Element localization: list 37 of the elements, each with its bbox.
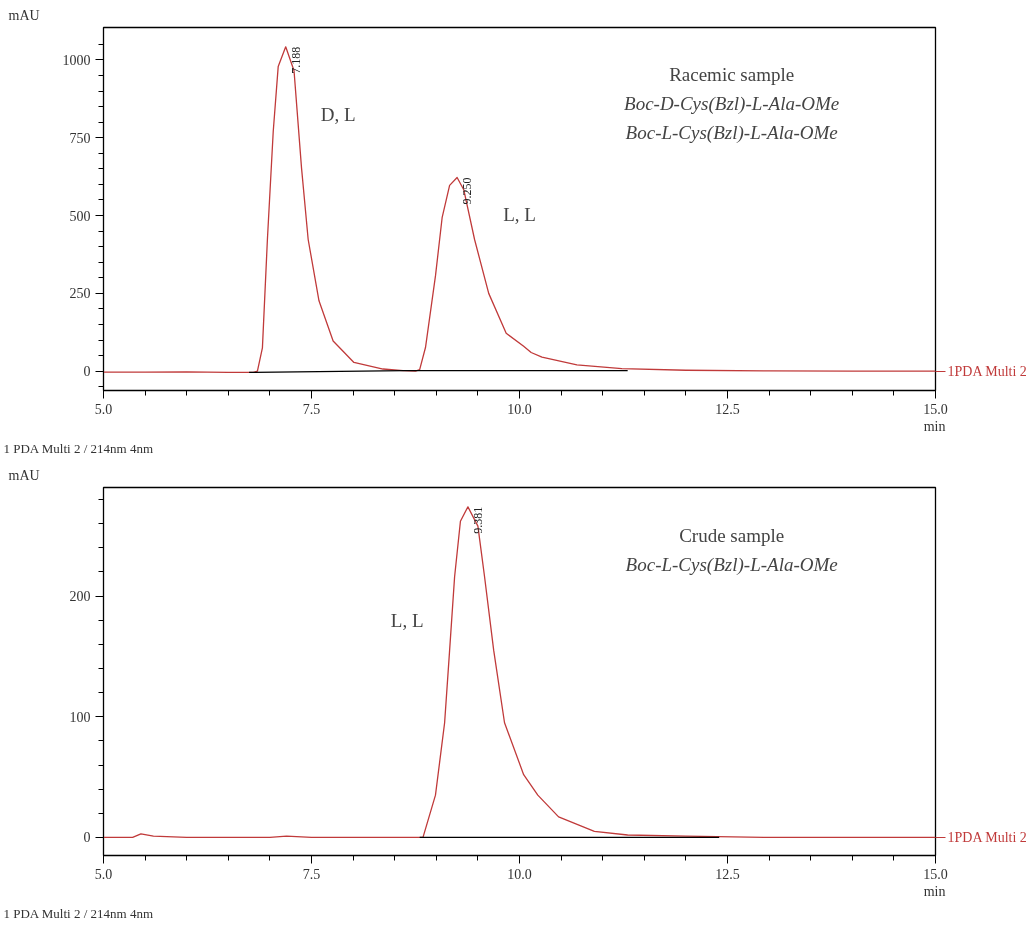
annotation: L, L <box>390 609 424 631</box>
y-axis-title: mAU <box>8 7 40 23</box>
annotation: D, L <box>320 104 356 126</box>
x-tick-label: 15.0 <box>923 866 948 882</box>
y-tick-label: 250 <box>69 286 91 302</box>
x-tick-label: 7.5 <box>302 401 321 417</box>
legend-label: 1PDA Multi 2 <box>947 363 1027 379</box>
annotation: Boc-D-Cys(Bzl)-L-Ala-OMe <box>624 93 840 116</box>
annotation: 9.381 <box>470 506 485 534</box>
y-tick-label: 500 <box>69 208 91 224</box>
text: 1 PDA Multi 2 / 214nm 4nm <box>3 905 154 921</box>
y-tick-label: 0 <box>83 364 91 380</box>
x-tick-label: 12.5 <box>715 401 740 417</box>
x-tick-label: 10.0 <box>507 401 532 417</box>
annotation: Boc-L-Cys(Bzl)-L-Ala-OMe <box>625 554 838 577</box>
y-axis-title: mAU <box>8 467 40 483</box>
x-tick-label: 7.5 <box>302 866 321 882</box>
x-tick-label: 15.0 <box>923 401 948 417</box>
y-tick-label: 750 <box>69 130 91 146</box>
annotation: L, L <box>503 204 536 226</box>
annotation: Boc-L-Cys(Bzl)-L-Ala-OMe <box>625 122 838 145</box>
annotation: Crude sample <box>679 524 785 546</box>
y-tick-label: 1000 <box>62 52 91 68</box>
x-axis-title: min <box>923 883 946 899</box>
annotation: Racemic sample <box>669 64 795 86</box>
annotation: 7.188 <box>288 46 303 74</box>
x-axis-title: min <box>923 418 946 434</box>
legend-label: 1PDA Multi 2 <box>947 829 1027 845</box>
text: 1 PDA Multi 2 / 214nm 4nm <box>3 440 154 456</box>
x-tick-label: 5.0 <box>94 866 113 882</box>
y-tick-label: 100 <box>69 709 91 725</box>
y-tick-label: 200 <box>69 589 91 605</box>
x-tick-label: 10.0 <box>507 866 532 882</box>
x-tick-label: 5.0 <box>94 401 113 417</box>
x-tick-label: 12.5 <box>715 866 740 882</box>
y-tick-label: 0 <box>83 830 91 846</box>
annotation: 9.250 <box>460 177 475 205</box>
